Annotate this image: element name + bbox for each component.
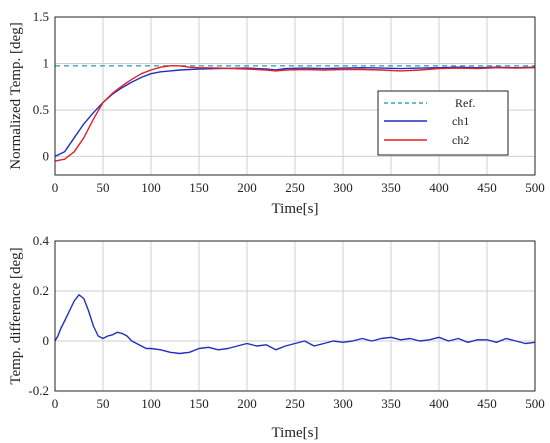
top-y-tick-label: 0 [43,148,50,163]
bottom-x-tick-label: 100 [141,396,161,411]
bottom-x-tick-label: 250 [285,396,305,411]
top-x-axis-label: Time[s] [272,201,319,217]
top-x-tick-label: 150 [189,180,209,195]
legend-ch2-label: ch2 [452,133,469,147]
bottom-y-tick-label: 0 [43,333,50,348]
bottom-x-tick-label: 150 [189,396,209,411]
bottom-x-tick-label: 500 [525,396,545,411]
top-y-tick-label: 1 [43,55,50,70]
top-series-group [54,65,536,162]
top-x-tick-label: 200 [237,180,257,195]
bottom-x-tick-label: 400 [429,396,449,411]
top-x-tick-label: 250 [285,180,305,195]
top-x-tick-label: 500 [525,180,545,195]
bottom-x-tick-label: 350 [381,396,401,411]
top-x-tick-label: 400 [429,180,449,195]
bottom-x-tick-label: 0 [52,396,59,411]
bottom-tick-labels: 0 50 100 150 200 250 300 350 400 450 500-0.200.20.… [28,233,544,411]
bottom-x-tick-label: 200 [237,396,257,411]
bottom-y-tick-label: 0.4 [33,233,50,248]
top-x-tick-label: 100 [141,180,161,195]
top-y-tick-label: 0.5 [33,102,49,117]
bottom-y-tick-label: 0.2 [33,283,49,298]
bottom-x-tick-label: 300 [333,396,353,411]
top-series-ch2 [54,65,536,162]
top-x-tick-label: 350 [381,180,401,195]
bottom-grid [55,241,535,391]
top-tick-labels: 0 50 100 150 200 250 300 350 400 450 500 0 0.5 1 1.5 [33,9,545,195]
bottom-series-line [54,294,536,355]
bottom-y-tick-label: -0.2 [28,383,49,398]
top-plot-frame [54,16,536,176]
legend-box [377,90,509,156]
top-grid [55,17,535,175]
legend-ch1-label: ch1 [452,114,469,128]
top-chart: 0 50 100 150 200 250 300 350 400 450 500 0 0.5 1 1.5 T… [8,9,545,217]
bottom-x-axis-label: Time[s] [272,425,319,441]
top-x-tick-label: 450 [477,180,497,195]
bottom-plot-frame [54,240,536,392]
top-legend: Ref. ch1 ch2 [377,90,509,156]
top-x-tick-label: 300 [333,180,353,195]
bottom-series-group [54,294,536,355]
bottom-x-tick-label: 450 [477,396,497,411]
bottom-y-axis-label: Temp. difference [deg] [8,247,24,384]
top-x-tick-label: 0 [52,180,59,195]
top-x-tick-label: 50 [97,180,110,195]
legend-ref-label: Ref. [455,96,475,110]
top-y-axis-label: Normalized Temp. [deg] [8,22,24,169]
bottom-x-tick-label: 50 [97,396,110,411]
top-y-tick-label: 1.5 [33,9,49,24]
bottom-chart: 0 50 100 150 200 250 300 350 400 450 500-0.200.20.… [8,233,545,441]
